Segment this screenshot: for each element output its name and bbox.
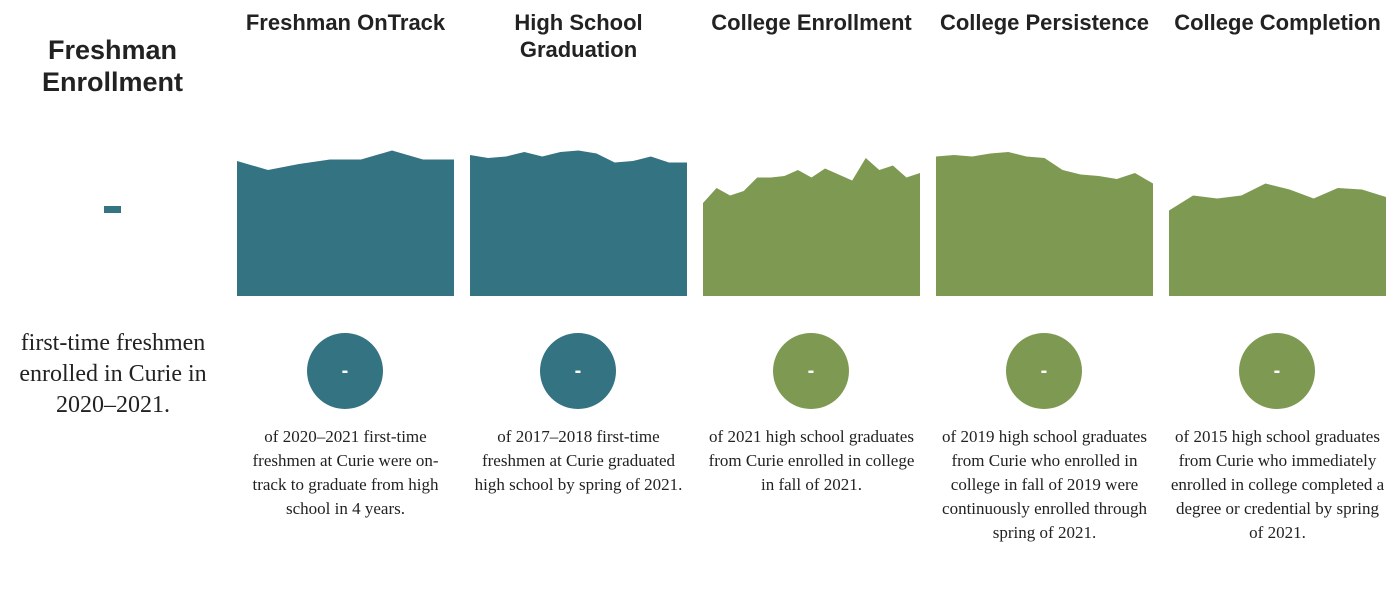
freshman-enrollment-value — [104, 206, 121, 213]
college-enrollment-area-chart — [703, 158, 920, 296]
college-enrollment-value: - — [807, 359, 815, 382]
college-completion-value: - — [1273, 359, 1281, 382]
freshman-enrollment-caption: first-time freshmen enrolled in Curie in… — [19, 330, 207, 418]
high-school-graduation-caption: of 2017–2018 first-time freshmen at Curi… — [474, 427, 683, 494]
freshman-ontrack-area-chart — [237, 150, 454, 296]
high-school-graduation-area-chart — [470, 150, 687, 296]
freshman-ontrack-value-circle: - — [307, 333, 383, 409]
trend-area-4 — [936, 152, 1153, 296]
college-completion-value-circle: - — [1239, 333, 1315, 409]
college-persistence-value-circle: - — [1006, 333, 1082, 409]
college-completion-caption: of 2015 high school graduates from Curie… — [1170, 427, 1385, 542]
freshman-enrollment-title: Freshman Enrollment — [41, 35, 183, 97]
college-enrollment-value-circle: - — [773, 333, 849, 409]
trend-area-5 — [1169, 183, 1386, 296]
freshman-ontrack-title: Freshman OnTrack — [245, 10, 446, 35]
trend-area-2 — [470, 150, 687, 296]
college-persistence-title: College Persistence — [939, 10, 1150, 35]
college-enrollment-title: College Enrollment — [711, 10, 912, 35]
college-completion-title: College Completion — [1174, 10, 1381, 35]
high-school-graduation-value: - — [574, 359, 582, 382]
trend-area-3 — [703, 158, 920, 296]
college-persistence-caption: of 2019 high school graduates from Curie… — [942, 427, 1147, 542]
freshman-ontrack-caption: of 2020–2021 first-time freshmen at Curi… — [252, 427, 439, 518]
college-enrollment-caption: of 2021 high school graduates from Curie… — [708, 427, 915, 494]
college-completion-area-chart — [1169, 183, 1386, 296]
high-school-graduation-title: High School Graduation — [514, 10, 643, 62]
freshman-ontrack-value: - — [341, 359, 349, 382]
trend-area-1 — [237, 150, 454, 296]
college-persistence-area-chart — [936, 152, 1153, 296]
high-school-graduation-value-circle: - — [540, 333, 616, 409]
college-persistence-value: - — [1040, 359, 1048, 382]
